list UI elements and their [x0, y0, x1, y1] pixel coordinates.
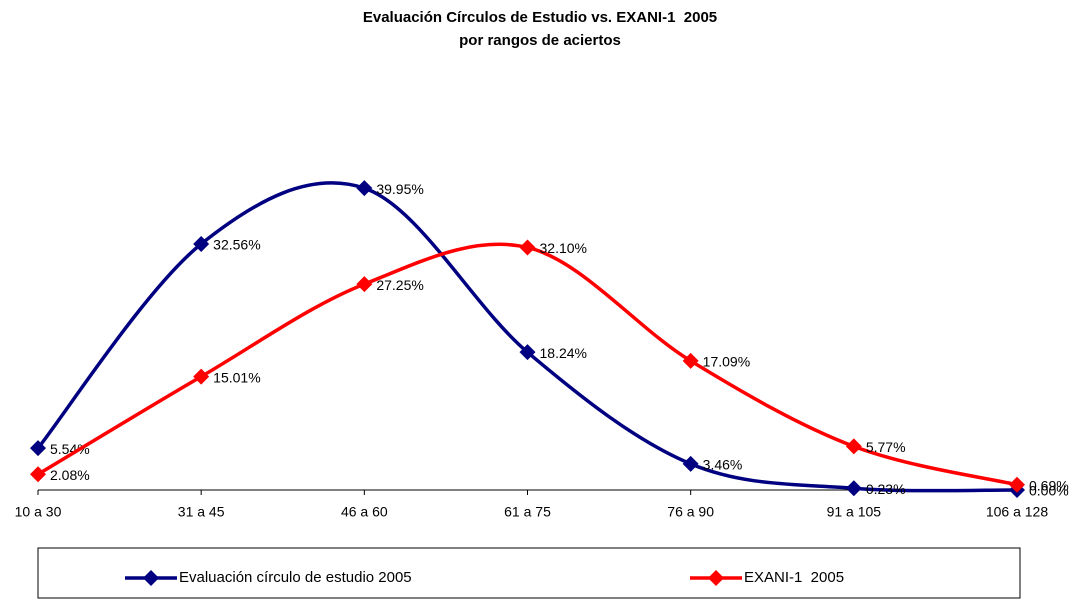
data-label: 2.08% — [50, 467, 90, 483]
legend-marker — [708, 570, 724, 586]
data-label: 0.23% — [866, 481, 906, 497]
data-point — [845, 438, 862, 455]
data-point — [193, 368, 210, 385]
legend-box — [37, 547, 1021, 599]
data-point — [193, 235, 210, 252]
data-point — [30, 466, 46, 483]
data-point — [1009, 476, 1025, 493]
data-label: 27.25% — [376, 277, 423, 293]
data-label: 32.56% — [213, 237, 260, 253]
data-label: 5.54% — [50, 441, 90, 457]
data-label: 18.24% — [540, 345, 587, 361]
data-label: 5.77% — [866, 439, 906, 455]
legend-label: EXANI-1 2005 — [744, 569, 844, 586]
data-label: 0.00% — [1029, 483, 1069, 499]
x-tick-label: 91 a 105 — [827, 504, 882, 520]
series-line — [36, 181, 1018, 493]
data-label: 39.95% — [376, 181, 423, 197]
data-label: 0.69% — [1029, 477, 1069, 493]
data-point — [682, 352, 699, 369]
x-tick-label: 10 a 30 — [15, 504, 62, 520]
x-tick-label: 106 a 128 — [986, 504, 1048, 520]
data-point — [356, 276, 373, 293]
x-tick-label: 61 a 75 — [504, 504, 551, 520]
data-label: 32.10% — [540, 240, 587, 256]
data-point — [356, 180, 373, 197]
data-point — [845, 480, 862, 497]
data-label: 3.46% — [703, 457, 743, 473]
x-tick-label: 76 a 90 — [667, 504, 714, 520]
chart-subtitle: por rangos de aciertos — [459, 32, 621, 49]
data-point — [519, 239, 536, 256]
data-label: 17.09% — [703, 354, 750, 370]
data-label: 15.01% — [213, 369, 260, 385]
x-tick-label: 46 a 60 — [341, 504, 388, 520]
data-point — [30, 440, 46, 457]
legend-marker — [143, 570, 159, 586]
data-point — [682, 455, 699, 472]
chart-title: Evaluación Círculos de Estudio vs. EXANI… — [363, 9, 717, 26]
legend-label: Evaluación círculo de estudio 2005 — [179, 569, 412, 586]
x-tick-label: 31 a 45 — [178, 504, 225, 520]
data-point — [519, 344, 536, 361]
